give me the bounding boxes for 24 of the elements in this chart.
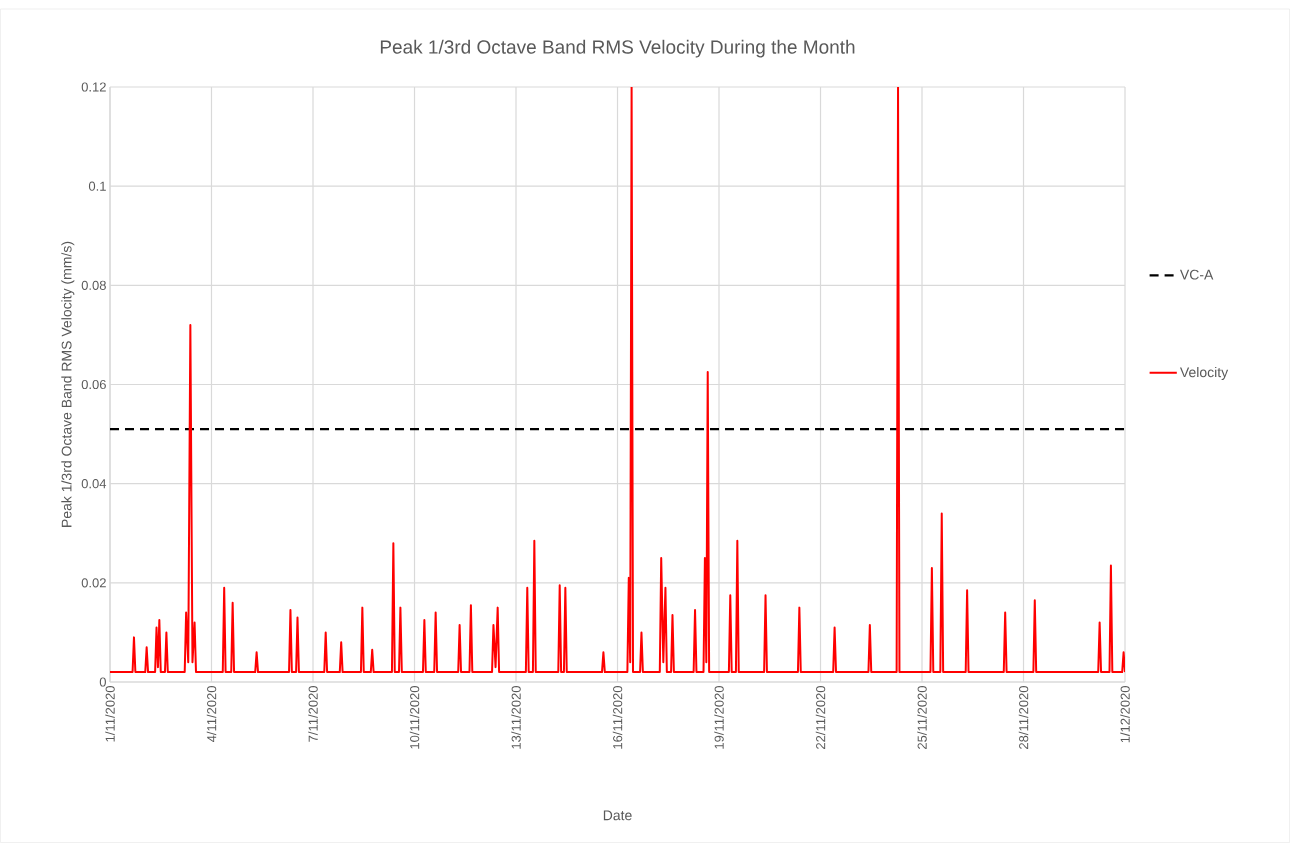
legend-label: Velocity	[1179, 366, 1229, 380]
x-tick-label: 7/11/2020	[308, 686, 318, 742]
x-tick-label: 19/11/2020	[714, 686, 724, 749]
x-tick-label: 1/11/2020	[105, 686, 115, 742]
chart-title: Peak 1/3rd Octave Band RMS Velocity During the Month	[380, 39, 855, 58]
legend-label: VC-A	[1179, 269, 1214, 280]
x-tick-label: 4/11/2020	[206, 686, 217, 743]
x-tick-label: 25/11/2020	[917, 686, 927, 749]
x-tick-label: 22/11/2020	[815, 686, 826, 749]
y-tick-label: 0.04	[81, 479, 107, 489]
x-tick-label: 16/11/2020	[612, 686, 623, 749]
y-tick-label: 0.08	[81, 280, 106, 290]
x-axis-title: Date	[603, 810, 632, 821]
y-tick-label: 0.02	[81, 578, 106, 588]
x-tick-label: 13/11/2020	[511, 686, 521, 749]
y-tick-label: 0.06	[81, 379, 106, 390]
y-tick-label: 0.1	[88, 181, 106, 191]
y-axis-title: Peak 1/3rd Octave Band RMS Velocity (mm/s)	[61, 241, 75, 527]
x-tick-label: 10/11/2020	[409, 686, 420, 749]
line-series	[110, 86, 1126, 674]
x-tick-label: 28/11/2020	[1018, 686, 1029, 749]
x-tick-label: 1/12/2020	[1120, 686, 1130, 743]
y-tick-label: 0	[99, 677, 106, 687]
y-tick-label: 0.12	[81, 82, 106, 92]
